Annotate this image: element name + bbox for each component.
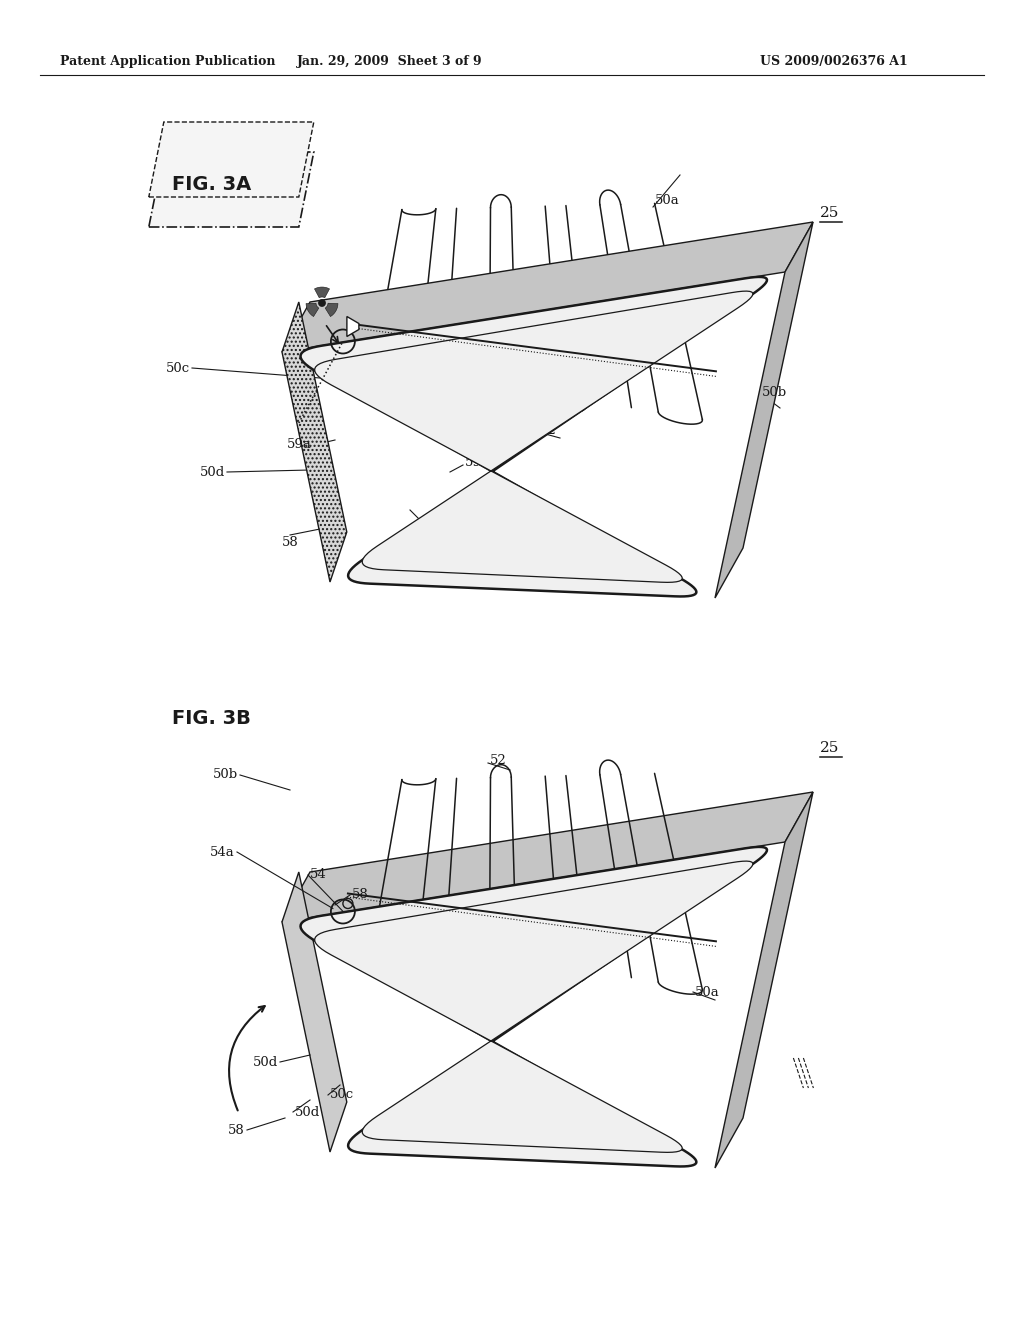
Text: 50b: 50b xyxy=(213,768,238,781)
Circle shape xyxy=(318,300,326,306)
Text: 50a: 50a xyxy=(695,986,720,998)
Text: 58: 58 xyxy=(282,536,298,549)
Text: 54: 54 xyxy=(310,869,327,882)
Text: 50b: 50b xyxy=(762,387,787,400)
Text: Jan. 29, 2009  Sheet 3 of 9: Jan. 29, 2009 Sheet 3 of 9 xyxy=(297,55,482,69)
Text: 25: 25 xyxy=(820,206,840,220)
Text: 50c: 50c xyxy=(166,362,190,375)
Text: 50a: 50a xyxy=(655,194,680,206)
Polygon shape xyxy=(282,222,813,352)
Polygon shape xyxy=(326,304,338,317)
Text: 50d: 50d xyxy=(200,466,225,479)
Text: 52: 52 xyxy=(540,424,557,437)
Text: 54a: 54a xyxy=(378,544,402,557)
Polygon shape xyxy=(282,792,813,921)
Text: US 2009/0026376 A1: US 2009/0026376 A1 xyxy=(760,55,907,69)
Text: 54: 54 xyxy=(414,524,430,536)
Text: 58: 58 xyxy=(352,888,369,902)
Polygon shape xyxy=(314,292,753,582)
Text: 50d: 50d xyxy=(253,1056,278,1068)
Polygon shape xyxy=(347,317,358,337)
Polygon shape xyxy=(282,302,347,582)
Text: 50d: 50d xyxy=(295,1106,321,1118)
Text: FIG. 3A: FIG. 3A xyxy=(172,176,251,194)
Polygon shape xyxy=(148,152,313,227)
Polygon shape xyxy=(148,121,313,197)
Text: FIG. 3B: FIG. 3B xyxy=(172,709,251,727)
Polygon shape xyxy=(314,861,753,1152)
Text: Patent Application Publication: Patent Application Publication xyxy=(60,55,275,69)
Polygon shape xyxy=(715,222,813,598)
Text: 59b: 59b xyxy=(465,455,490,469)
Text: 54a: 54a xyxy=(210,846,234,858)
Polygon shape xyxy=(306,304,318,317)
Text: 52: 52 xyxy=(490,754,507,767)
Polygon shape xyxy=(282,873,347,1152)
Text: 50c: 50c xyxy=(330,1089,354,1101)
Text: 25: 25 xyxy=(820,741,840,755)
Polygon shape xyxy=(300,277,767,597)
Polygon shape xyxy=(300,847,767,1167)
Polygon shape xyxy=(715,792,813,1168)
Polygon shape xyxy=(314,286,330,298)
Text: 59a: 59a xyxy=(287,438,312,451)
Text: 58: 58 xyxy=(228,1123,245,1137)
